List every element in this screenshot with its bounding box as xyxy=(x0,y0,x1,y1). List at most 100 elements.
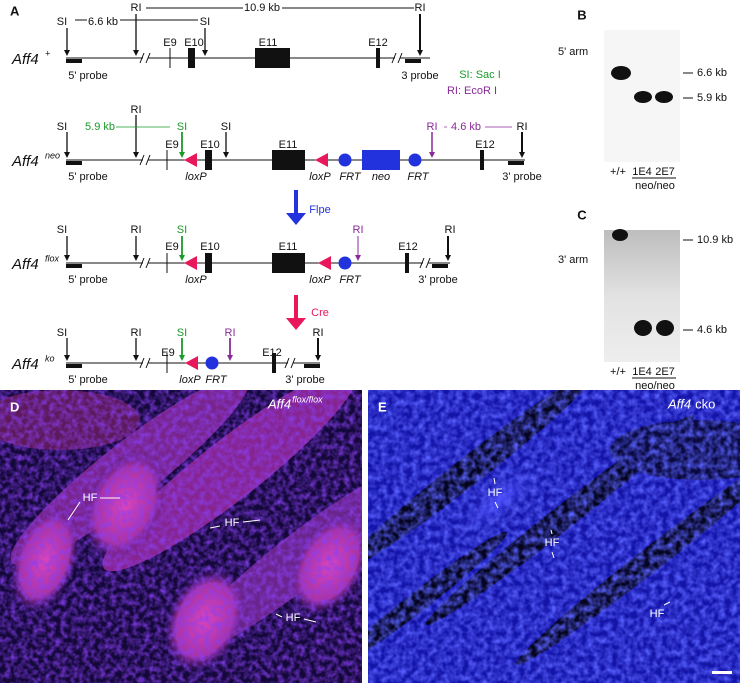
label: neo xyxy=(372,171,390,183)
arrowhead xyxy=(179,255,185,261)
arrowhead xyxy=(64,255,70,261)
label: Flpe xyxy=(309,204,330,216)
line xyxy=(139,357,145,369)
label: E9 xyxy=(163,37,176,49)
label: SI xyxy=(57,121,67,133)
label: 1E4 xyxy=(632,166,652,178)
label: + xyxy=(45,48,50,58)
exon xyxy=(405,253,409,273)
arrowhead xyxy=(445,255,451,261)
probe xyxy=(66,59,82,63)
arrowhead xyxy=(223,152,229,158)
arrowhead xyxy=(64,355,70,361)
loxp xyxy=(315,153,328,167)
arrowhead xyxy=(133,152,139,158)
label: Aff4 xyxy=(11,51,39,68)
label: Aff4 xyxy=(11,356,39,373)
label: neo/neo xyxy=(635,380,675,392)
band xyxy=(634,91,652,103)
label: D xyxy=(10,399,19,414)
label: RI xyxy=(131,2,142,14)
arrowhead xyxy=(429,152,435,158)
label: E9 xyxy=(161,347,174,359)
arrowhead xyxy=(202,50,208,56)
line xyxy=(139,154,145,166)
arrowhead xyxy=(133,355,139,361)
cells xyxy=(0,390,362,683)
frt xyxy=(408,153,422,167)
exon xyxy=(205,253,212,273)
neo xyxy=(362,150,400,170)
label: 4.6 kb xyxy=(451,121,481,133)
label: 3 probe xyxy=(401,70,438,82)
label: RI: EcoR I xyxy=(447,85,497,97)
arrowhead xyxy=(417,50,423,56)
label: Aff4 xyxy=(11,153,39,170)
label: SI xyxy=(200,16,210,28)
label: Aff4 xyxy=(11,256,39,273)
label: SI xyxy=(177,121,187,133)
line xyxy=(494,501,499,509)
label: E xyxy=(378,399,387,414)
loxp xyxy=(185,356,198,370)
label: E10 xyxy=(200,241,220,253)
line xyxy=(551,551,555,559)
frt xyxy=(338,256,352,270)
label: flox xyxy=(45,253,60,263)
exon xyxy=(376,48,380,68)
probe xyxy=(66,264,82,268)
frt xyxy=(205,356,219,370)
loxp xyxy=(184,153,197,167)
line xyxy=(139,52,145,64)
label: RI xyxy=(517,121,528,133)
label: RI xyxy=(131,104,142,116)
label: 4.6 kb xyxy=(697,324,727,336)
label: 6.6 kb xyxy=(88,16,118,28)
arrowhead xyxy=(519,152,525,158)
label: 5' probe xyxy=(68,70,107,82)
label: loxP xyxy=(185,171,207,183)
loxp xyxy=(184,256,197,270)
label: 5.9 kb xyxy=(85,121,115,133)
label: SI xyxy=(57,16,67,28)
arrowhead xyxy=(133,50,139,56)
label: loxP xyxy=(309,171,331,183)
label: E9 xyxy=(165,241,178,253)
label: E11 xyxy=(279,139,298,151)
label: RI xyxy=(225,327,236,339)
label: 10.9 kb xyxy=(244,2,280,14)
label: FRT xyxy=(339,274,361,286)
label: Cre xyxy=(311,307,329,319)
label: E9 xyxy=(165,139,178,151)
label: C xyxy=(577,207,587,222)
label: HF xyxy=(488,487,503,499)
exon xyxy=(272,353,276,373)
band xyxy=(612,229,628,241)
label: RI xyxy=(131,327,142,339)
line xyxy=(290,357,296,369)
line xyxy=(145,257,151,269)
probe xyxy=(508,161,524,165)
line xyxy=(139,257,145,269)
arrowhead xyxy=(179,152,185,158)
line xyxy=(663,601,671,606)
label: A xyxy=(10,3,20,18)
label: HF xyxy=(650,608,665,620)
label: 1E4 xyxy=(632,366,652,378)
line xyxy=(145,154,151,166)
label: HF xyxy=(286,612,301,624)
arrowhead xyxy=(227,355,233,361)
scale-bar xyxy=(712,671,732,674)
line xyxy=(397,52,403,64)
probe xyxy=(405,59,421,63)
label: 3' arm xyxy=(558,254,588,266)
label: RI xyxy=(353,224,364,236)
gel xyxy=(604,230,680,362)
step-arrow xyxy=(286,213,306,225)
label: Aff4 xyxy=(667,396,691,411)
label: loxP xyxy=(185,274,207,286)
label: neo/neo xyxy=(635,180,675,192)
probe xyxy=(304,364,320,368)
label: flox/flox xyxy=(292,394,323,404)
